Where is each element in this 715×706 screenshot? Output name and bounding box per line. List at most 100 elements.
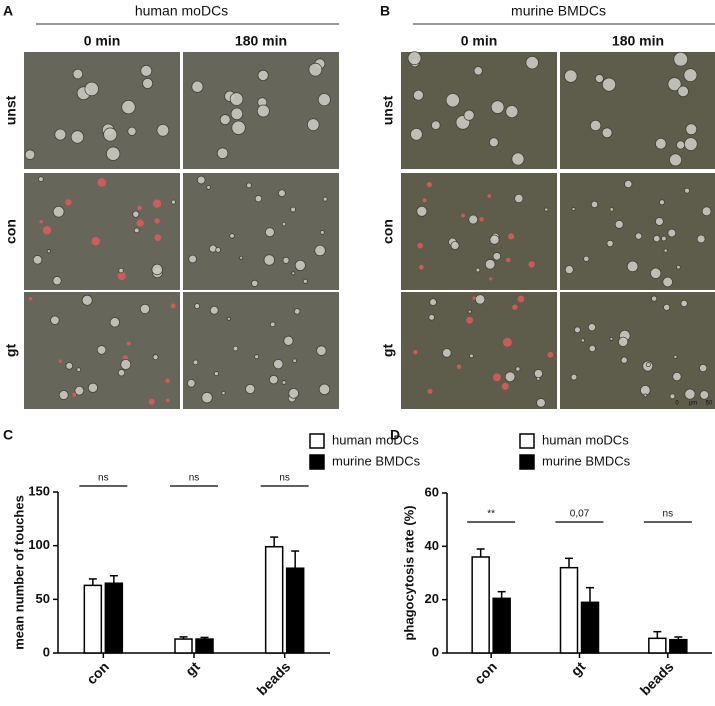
cell <box>594 74 604 83</box>
cell <box>590 200 599 209</box>
column-header: 180 min <box>612 33 664 49</box>
fluorescent-particle <box>508 233 515 240</box>
cell <box>624 179 633 189</box>
fluorescent-particle <box>91 236 101 246</box>
cell <box>580 338 585 343</box>
legend-swatch <box>519 454 535 470</box>
cell <box>120 359 132 370</box>
cell <box>245 383 256 395</box>
cell <box>291 271 296 276</box>
y-tick-label: 50 <box>36 591 50 606</box>
cell <box>281 221 287 227</box>
row-header: con <box>380 219 396 244</box>
cell <box>317 93 331 107</box>
cell <box>81 294 93 306</box>
cell <box>650 267 662 279</box>
cell <box>127 126 137 136</box>
cell <box>290 206 296 213</box>
cell <box>645 362 651 368</box>
panel-letter: D <box>390 427 400 443</box>
fluorescent-particle <box>506 257 511 263</box>
cell <box>614 219 624 229</box>
row-header: con <box>3 219 19 244</box>
x-tick-label: con <box>83 658 112 687</box>
panel-title: human moDCs <box>135 3 228 19</box>
x-tick-label: gt <box>568 658 589 679</box>
y-tick-label: 0 <box>43 644 50 659</box>
cell <box>676 140 686 150</box>
cell <box>106 146 121 161</box>
cell <box>663 303 671 311</box>
cell <box>450 241 460 251</box>
bar <box>492 597 511 654</box>
fluorescent-particle <box>154 218 160 224</box>
bar <box>648 637 667 654</box>
cell <box>229 233 235 239</box>
fluorescent-particle <box>547 351 554 358</box>
cell <box>257 69 269 81</box>
cell <box>54 128 67 141</box>
cell <box>601 77 617 92</box>
bar <box>559 566 579 654</box>
cell <box>268 374 279 385</box>
cell <box>293 308 301 315</box>
column-header: 0 min <box>84 33 121 49</box>
cell <box>74 385 85 396</box>
cell <box>292 358 297 364</box>
cell <box>156 123 170 137</box>
cell <box>72 68 84 80</box>
cell <box>662 276 673 288</box>
fluorescent-particle <box>137 205 142 211</box>
x-tick-label: gt <box>182 658 203 679</box>
cell <box>474 294 486 305</box>
cell <box>46 249 51 254</box>
cell <box>484 258 496 270</box>
cell <box>208 244 217 253</box>
cell <box>570 373 578 381</box>
micrograph <box>183 292 339 409</box>
cell <box>673 51 689 67</box>
cell <box>239 255 244 260</box>
bar <box>104 582 124 654</box>
cell <box>65 362 74 370</box>
fluorescent-particle <box>148 398 155 405</box>
cell <box>294 259 306 271</box>
cell <box>574 326 581 334</box>
cell <box>38 176 44 182</box>
cell <box>683 68 698 83</box>
scale-label: 50 <box>706 401 713 407</box>
cell <box>201 391 213 404</box>
cell <box>410 127 423 141</box>
cell <box>191 80 204 93</box>
cell <box>219 114 231 126</box>
cell <box>264 227 275 238</box>
fluorescent-particle <box>152 199 162 208</box>
cell <box>283 335 294 346</box>
cell <box>133 227 140 234</box>
fluorescent-particle <box>165 378 170 383</box>
cell <box>699 363 708 373</box>
cell <box>142 77 154 89</box>
bar <box>174 638 193 654</box>
cell <box>230 107 244 121</box>
cell <box>251 279 259 287</box>
cell <box>96 345 107 355</box>
cell <box>121 99 136 115</box>
cell <box>278 189 286 198</box>
column-header: 0 min <box>461 33 498 49</box>
fluorescent-particle <box>461 213 465 218</box>
cell <box>606 239 614 248</box>
cell <box>601 127 613 139</box>
cell <box>489 234 500 245</box>
legend-swatch <box>519 433 535 449</box>
fluorescent-particle <box>512 304 518 310</box>
fluorescent-particle <box>97 178 106 187</box>
cell <box>151 263 163 276</box>
cell <box>699 390 710 400</box>
cell <box>515 366 521 372</box>
cell <box>322 196 328 202</box>
bar <box>580 601 600 654</box>
cell <box>673 354 678 359</box>
cell <box>188 254 197 264</box>
